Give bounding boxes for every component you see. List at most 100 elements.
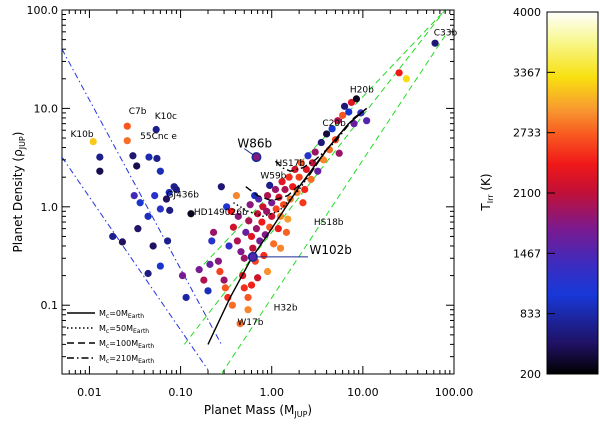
annotation-W86b: W86b [237,137,272,151]
data-point-125 [263,267,272,276]
data-point-87 [289,183,297,191]
x-axis: 0.01 0.10 1.00 10.00 100.00 [61,10,473,399]
legend-label-dashdot: Mc=210MEarth [99,354,154,365]
data-point-40 [221,284,229,292]
data-point-14 [165,188,173,197]
data-point-36 [208,237,216,245]
data-point-9 [133,162,141,170]
annotation-W17b: W17b [237,318,263,328]
data-point-122 [284,215,292,223]
data-point-109 [345,108,353,116]
data-point-38 [216,267,224,276]
y-tick-label: 100.0 [27,4,59,17]
y-axis: 0.1 1.0 10.0 100.0 [27,4,454,375]
data-point-2 [152,125,160,134]
data-point-117 [431,39,439,47]
data-point-74 [268,199,276,207]
data-point-52 [240,284,248,292]
data-point-33 [204,287,212,295]
data-point-1 [123,122,131,130]
data-point-29 [178,271,187,280]
guide-line-4 [220,35,446,374]
highlight-marker-W102b [247,251,258,262]
data-point-85 [285,173,293,181]
annotation-55Cnc-e: 55Cnc e [140,132,177,142]
data-point-100 [319,156,328,164]
data-point-28 [182,293,190,302]
data-point-92 [299,199,307,207]
data-point-95 [307,175,315,183]
data-point-124 [276,244,285,252]
y-axis-label: Planet Density (ρJUP) [11,132,27,253]
data-point-24 [149,242,157,250]
data-point-30 [187,210,195,218]
data-point-94 [304,152,312,160]
data-point-39 [220,276,228,284]
data-point-107 [339,111,347,119]
data-point-119 [223,203,231,211]
annotation-C7b: C7b [129,107,147,117]
data-point-118 [217,183,225,191]
legend-label-dashed: Mc=100MEarth [99,339,154,350]
x-tick-label: 0.10 [168,386,193,399]
data-point-43 [225,242,233,250]
model-curve-dashdot [275,107,368,172]
data-point-116 [402,75,410,83]
colorbar-tick-label: 833 [520,308,541,321]
data-point-7 [153,154,161,163]
data-point-10 [156,167,164,175]
annotation-C20b: C20b [322,119,346,129]
data-point-78 [274,225,282,233]
highlight-markers [243,148,308,262]
data-point-101 [322,130,331,138]
legend: Mc=0MEarth Mc=50MEarth Mc=100MEarth Mc=210M… [67,309,154,365]
highlight-marker-W86b [251,152,262,163]
data-point-88 [291,165,299,173]
data-point-99 [317,138,325,147]
colorbar-ticks: 200 833 1467 2100 2733 3367 4000 [513,6,555,381]
data-point-105 [334,117,342,125]
data-point-35 [209,228,218,236]
annotation-GJ436b: GJ436b [166,190,199,200]
data-point-75 [270,240,278,248]
data-point-123 [301,185,309,194]
annotation-HS18b: HS18b [314,218,344,228]
data-point-103 [328,125,336,133]
x-axis-label: Planet Mass (MJUP) [204,403,312,419]
data-point-106 [335,149,343,157]
data-point-32 [200,276,208,284]
data-point-108 [340,102,349,110]
guide-line-0 [62,48,222,345]
data-point-22 [109,232,117,241]
data-point-110 [347,98,356,107]
data-point-45 [227,207,235,215]
data-point-46 [232,191,241,200]
data-point-27 [163,237,172,245]
data-point-37 [214,257,222,265]
data-point-121 [251,191,259,200]
data-point-55 [236,320,244,328]
data-point-71 [263,191,272,200]
data-point-48 [233,237,241,245]
data-point-112 [352,95,361,103]
colorbar-tick-label: 200 [520,368,541,381]
data-point-98 [314,167,322,175]
model-curve-dashed [245,107,368,202]
y-tick-label: 0.1 [41,299,59,312]
data-point-111 [350,120,358,128]
data-point-44 [229,223,238,231]
data-point-42 [228,301,236,309]
data-point-76 [271,185,280,194]
data-point-66 [258,218,266,226]
data-point-57 [245,217,253,225]
data-point-6 [145,153,153,161]
data-point-15 [151,191,159,200]
data-point-34 [206,260,214,268]
data-point-120 [266,181,274,190]
x-tick-label: 10.00 [347,386,379,399]
guide-line-1 [62,156,209,371]
data-point-73 [268,212,276,220]
data-point-13 [172,185,181,194]
